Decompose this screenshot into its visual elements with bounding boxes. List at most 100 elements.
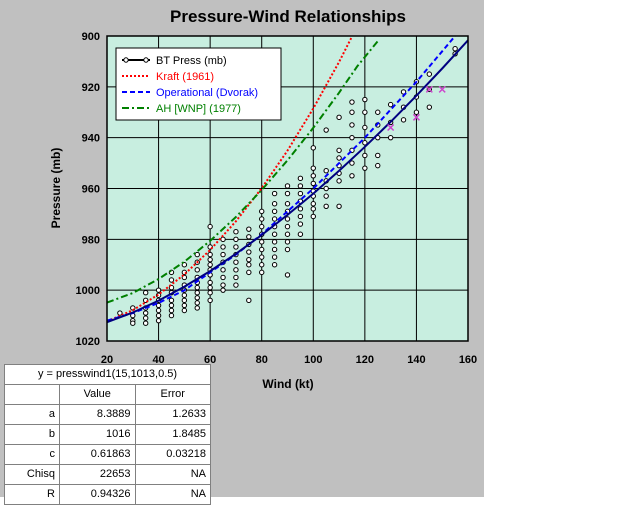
legend-label: Operational (Dvorak) <box>156 87 258 99</box>
x-tick-label: 160 <box>459 354 477 366</box>
scatter-point <box>142 315 149 321</box>
table-row: Chisq 22653 NA <box>4 464 211 485</box>
scatter-point <box>271 254 278 260</box>
table-header: Error <box>134 384 211 405</box>
scatter-point <box>284 231 291 237</box>
table-row: a 8.3889 1.2633 <box>4 404 211 425</box>
scatter-point <box>207 256 213 263</box>
scatter-point <box>362 124 368 131</box>
series-line <box>107 36 353 323</box>
x-marker-point <box>412 113 420 121</box>
scatter-point <box>413 109 420 115</box>
y-tick-label: 980 <box>82 234 100 246</box>
scatter-point <box>233 282 239 288</box>
row-label: c <box>4 444 60 465</box>
scatter-point <box>207 251 213 258</box>
scatter-point <box>233 274 239 281</box>
y-tick-label: 960 <box>82 184 100 196</box>
scatter-point <box>168 302 175 309</box>
scatter-point <box>271 208 278 215</box>
legend-marker <box>123 57 129 63</box>
scatter-point <box>297 175 304 182</box>
scatter-point <box>400 89 407 95</box>
scatter-point <box>349 122 355 128</box>
table-cell: 0.94326 <box>59 484 136 505</box>
scatter-point <box>246 256 252 263</box>
row-label: a <box>4 404 60 425</box>
row-label: b <box>4 424 60 445</box>
scatter-point <box>259 269 265 276</box>
series-line <box>107 39 468 324</box>
table-cell: NA <box>134 464 211 485</box>
x-tick-label: 140 <box>407 354 425 366</box>
x-tick-label: 100 <box>304 354 322 366</box>
x-marker-point <box>438 85 446 93</box>
scatter-point <box>207 279 213 286</box>
scatter-point <box>259 254 265 260</box>
scatter-point <box>246 234 252 240</box>
scatter-point <box>336 203 342 209</box>
series-layer <box>107 36 468 326</box>
scatter-point <box>310 173 316 179</box>
scatter-point <box>323 193 329 199</box>
scatter-point <box>194 284 200 291</box>
scatter-point <box>284 190 291 197</box>
scatter-point <box>233 229 239 235</box>
scatter-point <box>271 239 278 245</box>
scatter-point <box>259 223 265 230</box>
scatter-point <box>155 307 162 314</box>
scatter-point <box>349 160 355 166</box>
scatter-point <box>349 173 355 179</box>
scatter-point <box>310 180 316 187</box>
scatter-point <box>155 312 162 319</box>
y-axis-label: Pressure (mb) <box>49 148 63 229</box>
scatter-point <box>233 259 239 265</box>
table-cell: 1.8485 <box>134 424 211 445</box>
scatter-point <box>323 185 329 192</box>
scatter-point <box>207 262 213 268</box>
scatter-point <box>349 109 355 115</box>
scatter-point <box>168 277 175 283</box>
scatter-point <box>323 203 329 209</box>
scatter-point <box>362 165 368 171</box>
scatter-point <box>220 267 226 273</box>
scatter-point <box>362 109 368 115</box>
x-tick-label: 40 <box>152 354 164 366</box>
scatter-point <box>271 231 278 237</box>
y-tick-label: 920 <box>82 82 100 94</box>
scatter-point <box>259 216 265 222</box>
scatter-point <box>284 246 291 253</box>
scatter-point <box>297 231 304 237</box>
y-tick-label: 900 <box>82 31 100 43</box>
scatter-point <box>259 262 265 268</box>
table-cell: NA <box>134 484 211 505</box>
scatter-point <box>194 305 200 311</box>
scatter-point <box>310 206 316 212</box>
scatter-point <box>194 300 200 306</box>
axis-ticks: 20 40 60 80 100 120 140 160 900 920 940 960 980 1000 1… <box>76 31 478 366</box>
y-tick-label: 940 <box>82 133 100 145</box>
x-tick-label: 80 <box>256 354 268 366</box>
scatter-point <box>142 310 149 316</box>
legend-label: AH [WNP] (1977) <box>156 103 241 115</box>
scatter-point <box>284 223 291 230</box>
scatter-point <box>168 312 175 319</box>
table-row: c 0.61863 0.03218 <box>4 444 211 465</box>
scatter-point <box>297 206 304 212</box>
scatter-point <box>362 96 368 103</box>
table-cell: 0.61863 <box>59 444 136 465</box>
table-row: R 0.94326 NA <box>4 484 211 505</box>
scatter-point <box>233 236 239 243</box>
scatter-point <box>426 71 433 77</box>
table-row: b 1016 1.8485 <box>4 424 211 445</box>
scatter-point <box>130 320 136 326</box>
scatter-point <box>259 246 265 253</box>
scatter-point <box>400 117 407 123</box>
table-header-row: Value Error <box>4 384 211 405</box>
table-row: y = presswind1(15,1013,0.5) <box>4 364 211 385</box>
scatter-point <box>297 221 304 227</box>
fit-statistics-table: y = presswind1(15,1013,0.5) Value Error … <box>4 364 211 505</box>
table-cell: 0.03218 <box>134 444 211 465</box>
scatter-point <box>194 251 200 258</box>
scatter-point <box>375 152 381 159</box>
